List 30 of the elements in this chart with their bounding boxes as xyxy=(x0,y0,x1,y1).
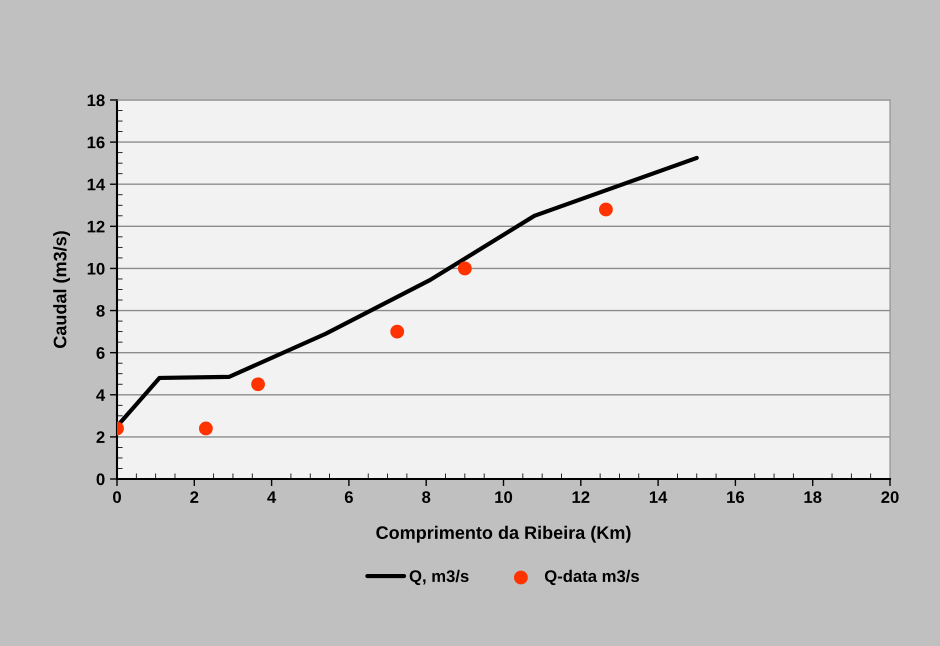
y-tick-label: 4 xyxy=(96,389,106,401)
x-tick-label: 8 xyxy=(422,491,430,504)
x-tick-label: 0 xyxy=(113,491,121,504)
y-tick-label: 2 xyxy=(96,431,105,443)
x-axis-title: Comprimento da Ribeira (Km) xyxy=(376,526,631,543)
x-tick-label: 10 xyxy=(495,491,512,504)
point xyxy=(198,422,213,436)
point xyxy=(458,262,472,276)
legend-label: Q-data m3/s xyxy=(544,570,639,586)
point xyxy=(251,377,265,392)
x-tick-label: 18 xyxy=(804,491,822,504)
x-tick-label: 16 xyxy=(727,491,744,504)
y-tick-label: 10 xyxy=(88,262,105,275)
y-tick-label: 16 xyxy=(88,136,105,148)
point xyxy=(599,202,613,216)
legend-label: Q, m3/s xyxy=(410,570,469,586)
y-tick-label: 12 xyxy=(88,220,105,232)
y-axis-title: Caudal (m3/s) xyxy=(53,231,70,348)
x-tick-label: 4 xyxy=(267,491,276,503)
x-tick-label: 20 xyxy=(881,491,899,504)
y-tick-label: 8 xyxy=(96,304,105,317)
x-tick-label: 12 xyxy=(572,491,590,503)
y-tick-label: 18 xyxy=(88,94,105,106)
y-tick-label: 14 xyxy=(88,178,106,190)
x-tick-label: 14 xyxy=(650,491,668,503)
x-tick-label: 6 xyxy=(344,491,353,504)
y-tick-label: 0 xyxy=(96,473,105,486)
x-tick-label: 2 xyxy=(190,491,198,503)
y-tick-label: 6 xyxy=(96,347,105,359)
point xyxy=(390,324,404,339)
